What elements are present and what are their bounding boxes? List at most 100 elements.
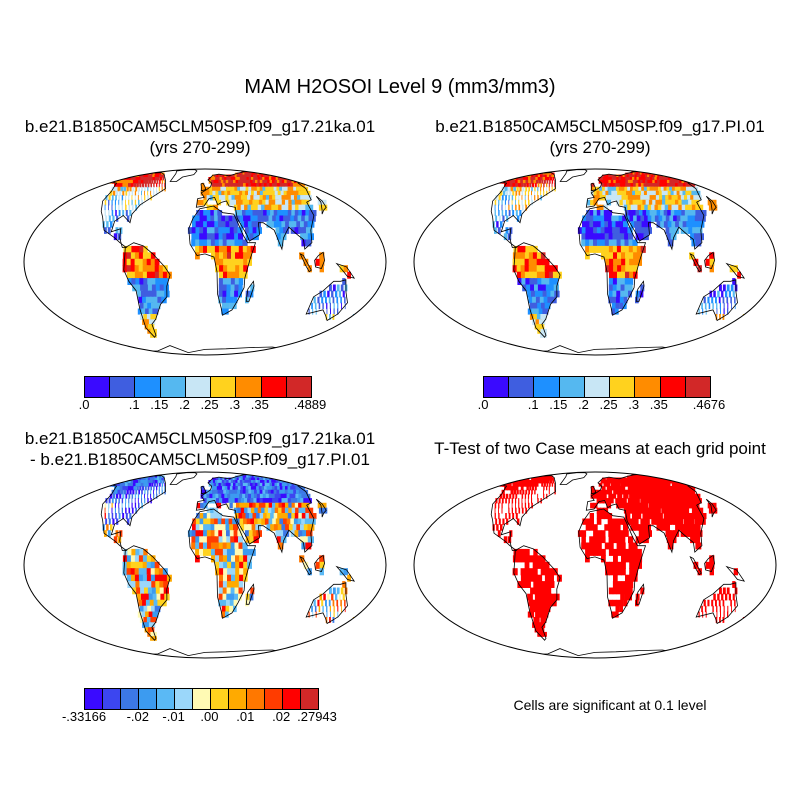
grid-cell xyxy=(605,252,610,260)
grid-cell xyxy=(532,271,539,279)
grid-cell xyxy=(240,524,246,531)
map-frame xyxy=(413,471,777,659)
grid-cell xyxy=(108,502,110,509)
grid-cell xyxy=(498,498,501,504)
grid-cell xyxy=(234,536,240,544)
grid-cell xyxy=(236,199,242,206)
grid-cell xyxy=(542,480,546,484)
grid-cell xyxy=(300,524,307,531)
grid-cell xyxy=(321,599,324,607)
grid-cell xyxy=(125,204,127,211)
grid-cell xyxy=(529,486,532,491)
grid-cell xyxy=(203,245,208,253)
grid-cell xyxy=(238,239,244,247)
grid-cell xyxy=(531,186,533,192)
grid-cell xyxy=(142,319,149,325)
grid-cell xyxy=(218,530,224,537)
grid-cell xyxy=(138,177,142,181)
grid-cell xyxy=(609,568,614,576)
grid-cell xyxy=(732,278,736,285)
grid-cell xyxy=(221,518,227,525)
grid-cell xyxy=(593,524,598,531)
grid-cell xyxy=(105,215,108,222)
grid-cell xyxy=(647,215,654,222)
grid-cell xyxy=(132,489,135,495)
grid-cell xyxy=(152,593,159,601)
grid-cell xyxy=(670,536,677,544)
grid-cell xyxy=(593,530,598,537)
grid-cell xyxy=(283,530,290,537)
grid-cell xyxy=(645,221,651,228)
grid-cell xyxy=(122,493,125,499)
grid-cell xyxy=(526,183,529,188)
grid-cell xyxy=(227,574,232,582)
grid-cell xyxy=(129,210,132,217)
grid-cell xyxy=(517,581,523,588)
grid-cell xyxy=(242,542,248,550)
grid-cell xyxy=(596,530,602,537)
grid-cell xyxy=(319,555,325,563)
grid-cell xyxy=(218,542,224,550)
grid-cell xyxy=(222,239,228,247)
grid-cell xyxy=(141,290,147,298)
grid-cell xyxy=(236,190,242,196)
grid-cell xyxy=(556,574,562,582)
coastline-borneo xyxy=(704,554,716,572)
grid-cell xyxy=(294,530,301,537)
grid-cell xyxy=(144,493,145,499)
grid-cell xyxy=(152,174,156,178)
grid-cell xyxy=(521,245,526,253)
grid-cell xyxy=(620,190,626,196)
grid-cell xyxy=(679,174,692,178)
grid-cell xyxy=(240,498,247,504)
grid-cell xyxy=(675,524,682,531)
grid-cell xyxy=(270,210,277,217)
grid-cell xyxy=(319,258,325,266)
grid-cell xyxy=(554,179,556,184)
grid-cell xyxy=(237,204,243,211)
grid-cell xyxy=(525,548,530,556)
grid-cell xyxy=(674,513,682,520)
grid-cell xyxy=(146,252,152,260)
grid-cell xyxy=(525,507,528,514)
grid-cell xyxy=(501,498,504,504)
grid-cell xyxy=(301,518,309,525)
grid-cell xyxy=(156,486,158,491)
coastline-eurasia xyxy=(585,473,705,554)
grid-cell xyxy=(540,555,546,563)
grid-cell xyxy=(218,233,224,241)
grid-cell xyxy=(546,174,550,178)
grid-cell xyxy=(230,290,235,298)
grid-cell xyxy=(581,536,586,544)
grid-cell xyxy=(620,482,626,487)
grid-cell xyxy=(522,179,527,184)
grid-cell xyxy=(696,530,703,537)
grid-cell xyxy=(215,498,221,504)
grid-cell xyxy=(601,245,606,253)
grid-cell xyxy=(625,258,630,266)
grid-cell xyxy=(530,284,536,292)
grid-cell xyxy=(276,233,283,241)
grid-cell xyxy=(116,215,119,222)
grid-cell xyxy=(229,227,235,234)
colorbar-tick-label: .02 xyxy=(272,709,291,724)
grid-cell xyxy=(115,227,119,234)
grid-cell xyxy=(540,177,544,181)
grid-cell xyxy=(166,271,172,279)
grid-cell xyxy=(122,561,128,569)
coastline-new-guinea xyxy=(725,565,746,582)
grid-cell xyxy=(244,524,250,531)
grid-cell xyxy=(147,324,155,330)
grid-cell xyxy=(632,239,638,247)
grid-cell xyxy=(111,195,114,201)
grid-cell xyxy=(628,536,634,544)
grid-cell xyxy=(125,179,129,184)
grid-cell xyxy=(524,271,531,279)
grid-cell xyxy=(200,199,205,206)
grid-cell xyxy=(153,186,154,192)
grid-cell xyxy=(154,574,160,582)
grid-cell xyxy=(537,477,542,481)
grid-cell xyxy=(277,221,284,228)
grid-cell xyxy=(218,493,223,499)
grid-cell xyxy=(505,195,507,201)
